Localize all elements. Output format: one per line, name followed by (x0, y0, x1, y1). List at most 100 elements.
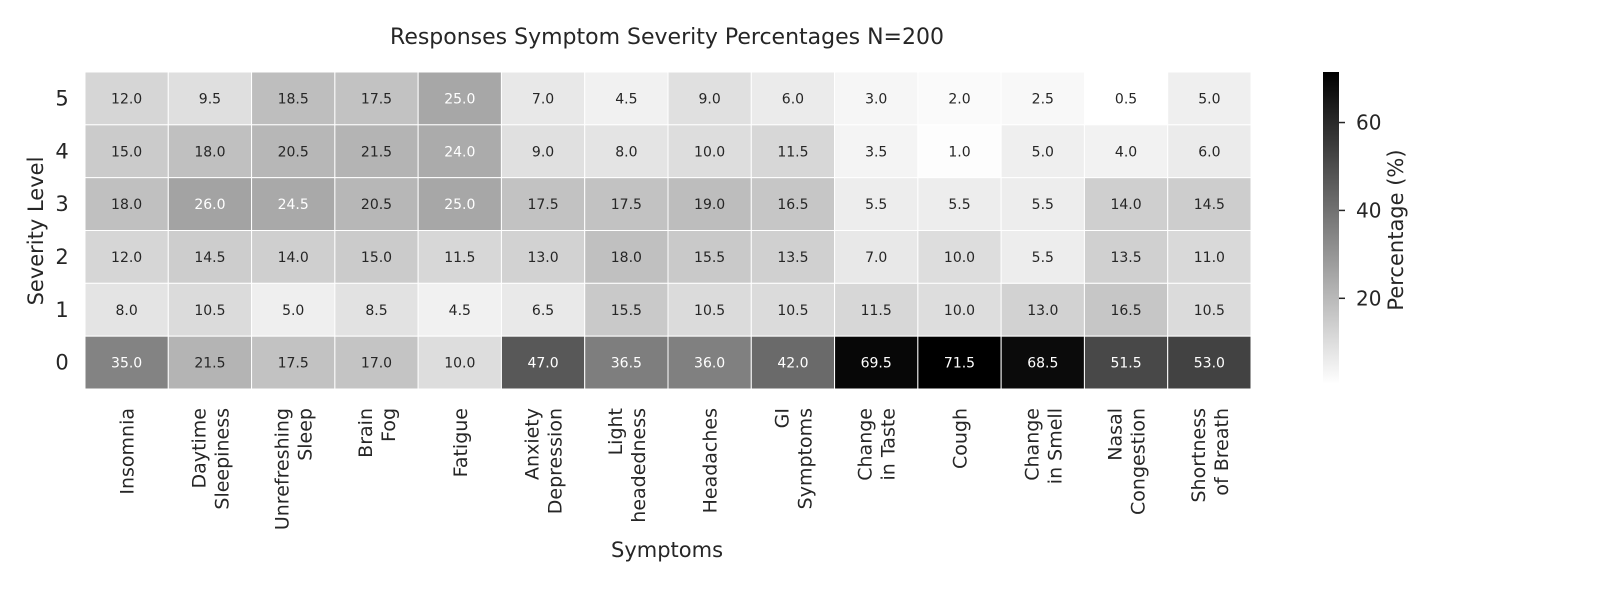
x-tick-label: Unrefreshing Sleep (272, 408, 317, 530)
cell-value-label: 7.0 (532, 91, 554, 107)
y-tick-label: 1 (55, 298, 68, 322)
heatmap-cell (417, 124, 502, 179)
x-tick-label: Change in Smell (1021, 408, 1066, 484)
heatmap-cell (84, 71, 169, 126)
cell-value-label: 8.5 (365, 303, 387, 319)
cell-value-label: 24.5 (278, 197, 309, 213)
cell-value-label: 14.0 (278, 250, 309, 266)
x-tick-label-line: Insomnia (117, 408, 139, 495)
colorbar: 20 40 60 Percentage (%) (1323, 72, 1408, 384)
cell-value-label: 17.0 (361, 356, 392, 372)
heatmap-cell (917, 177, 1002, 231)
heatmap-cells: 12.0 9.5 18.5 17.5 25.0 7.0 4.5 9.0 6.0 3.0 2.0 2.5… (84, 71, 1252, 390)
cell-value-label: 17.5 (361, 91, 392, 107)
x-tick-label-line: Daytime (188, 408, 210, 488)
x-tick-label: Cough (950, 408, 972, 469)
x-tick-label-line: Sleep (295, 408, 317, 461)
cell-value-label: 10.5 (194, 303, 225, 319)
heatmap-cell (334, 124, 419, 179)
cell-value-label: 3.0 (865, 91, 887, 107)
heatmap-cell (834, 177, 919, 231)
cell-value-label: 2.0 (948, 91, 970, 107)
heatmap-cell (1083, 230, 1169, 284)
cell-value-label: 18.0 (111, 197, 142, 213)
cell-value-label: 11.0 (1194, 250, 1225, 266)
x-tick-label: Daytime Sleepiness (188, 408, 233, 510)
x-tick-label: Light headedness (605, 408, 650, 523)
x-tick-label-line: Light (605, 408, 627, 455)
heatmap-cell (667, 335, 752, 390)
cell-value-label: 10.0 (694, 144, 725, 160)
heatmap-cell (1167, 71, 1252, 126)
cell-value-label: 13.5 (777, 250, 808, 266)
cell-value-label: 5.0 (1032, 144, 1054, 160)
cell-value-label: 47.0 (527, 356, 558, 372)
y-tick-label: 2 (55, 245, 68, 269)
cell-value-label: 1.0 (948, 144, 970, 160)
heatmap-cell (667, 124, 752, 179)
cell-value-label: 5.5 (1032, 250, 1054, 266)
x-tick-label-line: of Breath (1211, 408, 1233, 496)
cell-value-label: 18.0 (194, 144, 225, 160)
cell-value-label: 0.5 (1115, 91, 1137, 107)
heatmap-cell (417, 282, 502, 337)
cell-value-label: 13.5 (1110, 250, 1141, 266)
cell-value-label: 53.0 (1194, 356, 1225, 372)
cell-value-label: 20.5 (361, 197, 392, 213)
cell-value-label: 16.5 (777, 197, 808, 213)
heatmap-cell (1000, 335, 1085, 390)
cell-value-label: 3.5 (865, 144, 887, 160)
cell-value-label: 36.0 (694, 356, 725, 372)
y-tick-labels: 5 4 3 2 1 0 (55, 86, 68, 374)
x-tick-label-line: Change (855, 408, 877, 481)
heatmap-cell (167, 124, 253, 179)
heatmap-cell (84, 230, 169, 284)
cell-value-label: 11.5 (861, 303, 892, 319)
heatmap-cell (1167, 177, 1252, 231)
cell-value-label: 14.5 (194, 250, 225, 266)
cell-value-label: 12.0 (111, 250, 142, 266)
x-tick-label-line: headedness (628, 408, 650, 523)
cell-value-label: 19.0 (694, 197, 725, 213)
heatmap-cell (1000, 71, 1085, 126)
x-tick-label-line: Anxiety (522, 408, 544, 480)
cell-value-label: 25.0 (444, 197, 475, 213)
x-tick-label-line: Brain (355, 408, 377, 458)
x-tick-label: Headaches (700, 408, 722, 513)
cell-value-label: 8.0 (116, 303, 138, 319)
y-tick-label: 5 (55, 86, 68, 110)
x-tick-labels: Insomnia Daytime Sleepiness Unrefreshing Sle… (117, 408, 1233, 530)
x-tick-label: Nasal Congestion (1105, 408, 1150, 515)
heatmap-cell (1000, 282, 1085, 337)
heatmap-cell (584, 230, 669, 284)
cell-value-label: 18.0 (611, 250, 642, 266)
x-tick-label-line: Nasal (1105, 408, 1127, 461)
y-tick-label: 3 (55, 192, 68, 216)
heatmap-cell (167, 71, 253, 126)
cell-value-label: 26.0 (194, 197, 225, 213)
cell-value-label: 4.5 (615, 91, 637, 107)
heatmap-cell (84, 177, 169, 231)
x-tick-label: GI Symptoms (771, 408, 816, 509)
cell-value-label: 5.0 (1198, 91, 1220, 107)
colorbar-gradient (1323, 72, 1339, 384)
cell-value-label: 9.0 (699, 91, 721, 107)
heatmap-cell (167, 335, 253, 390)
cell-value-label: 10.5 (777, 303, 808, 319)
heatmap-cell (917, 230, 1002, 284)
heatmap-cell (500, 335, 586, 390)
cell-value-label: 16.5 (1110, 303, 1141, 319)
heatmap-cell (1083, 335, 1169, 390)
cell-value-label: 6.5 (532, 303, 554, 319)
cell-value-label: 4.0 (1115, 144, 1137, 160)
cell-value-label: 12.0 (111, 91, 142, 107)
x-tick-label-line: GI (771, 408, 793, 428)
cell-value-label: 11.5 (444, 250, 475, 266)
heatmap-cell (1083, 282, 1169, 337)
x-tick-label-line: Sleepiness (211, 408, 233, 510)
heatmap-cell (1167, 124, 1252, 179)
heatmap-cell (667, 71, 752, 126)
heatmap-cell (667, 230, 752, 284)
cell-value-label: 15.5 (694, 250, 725, 266)
